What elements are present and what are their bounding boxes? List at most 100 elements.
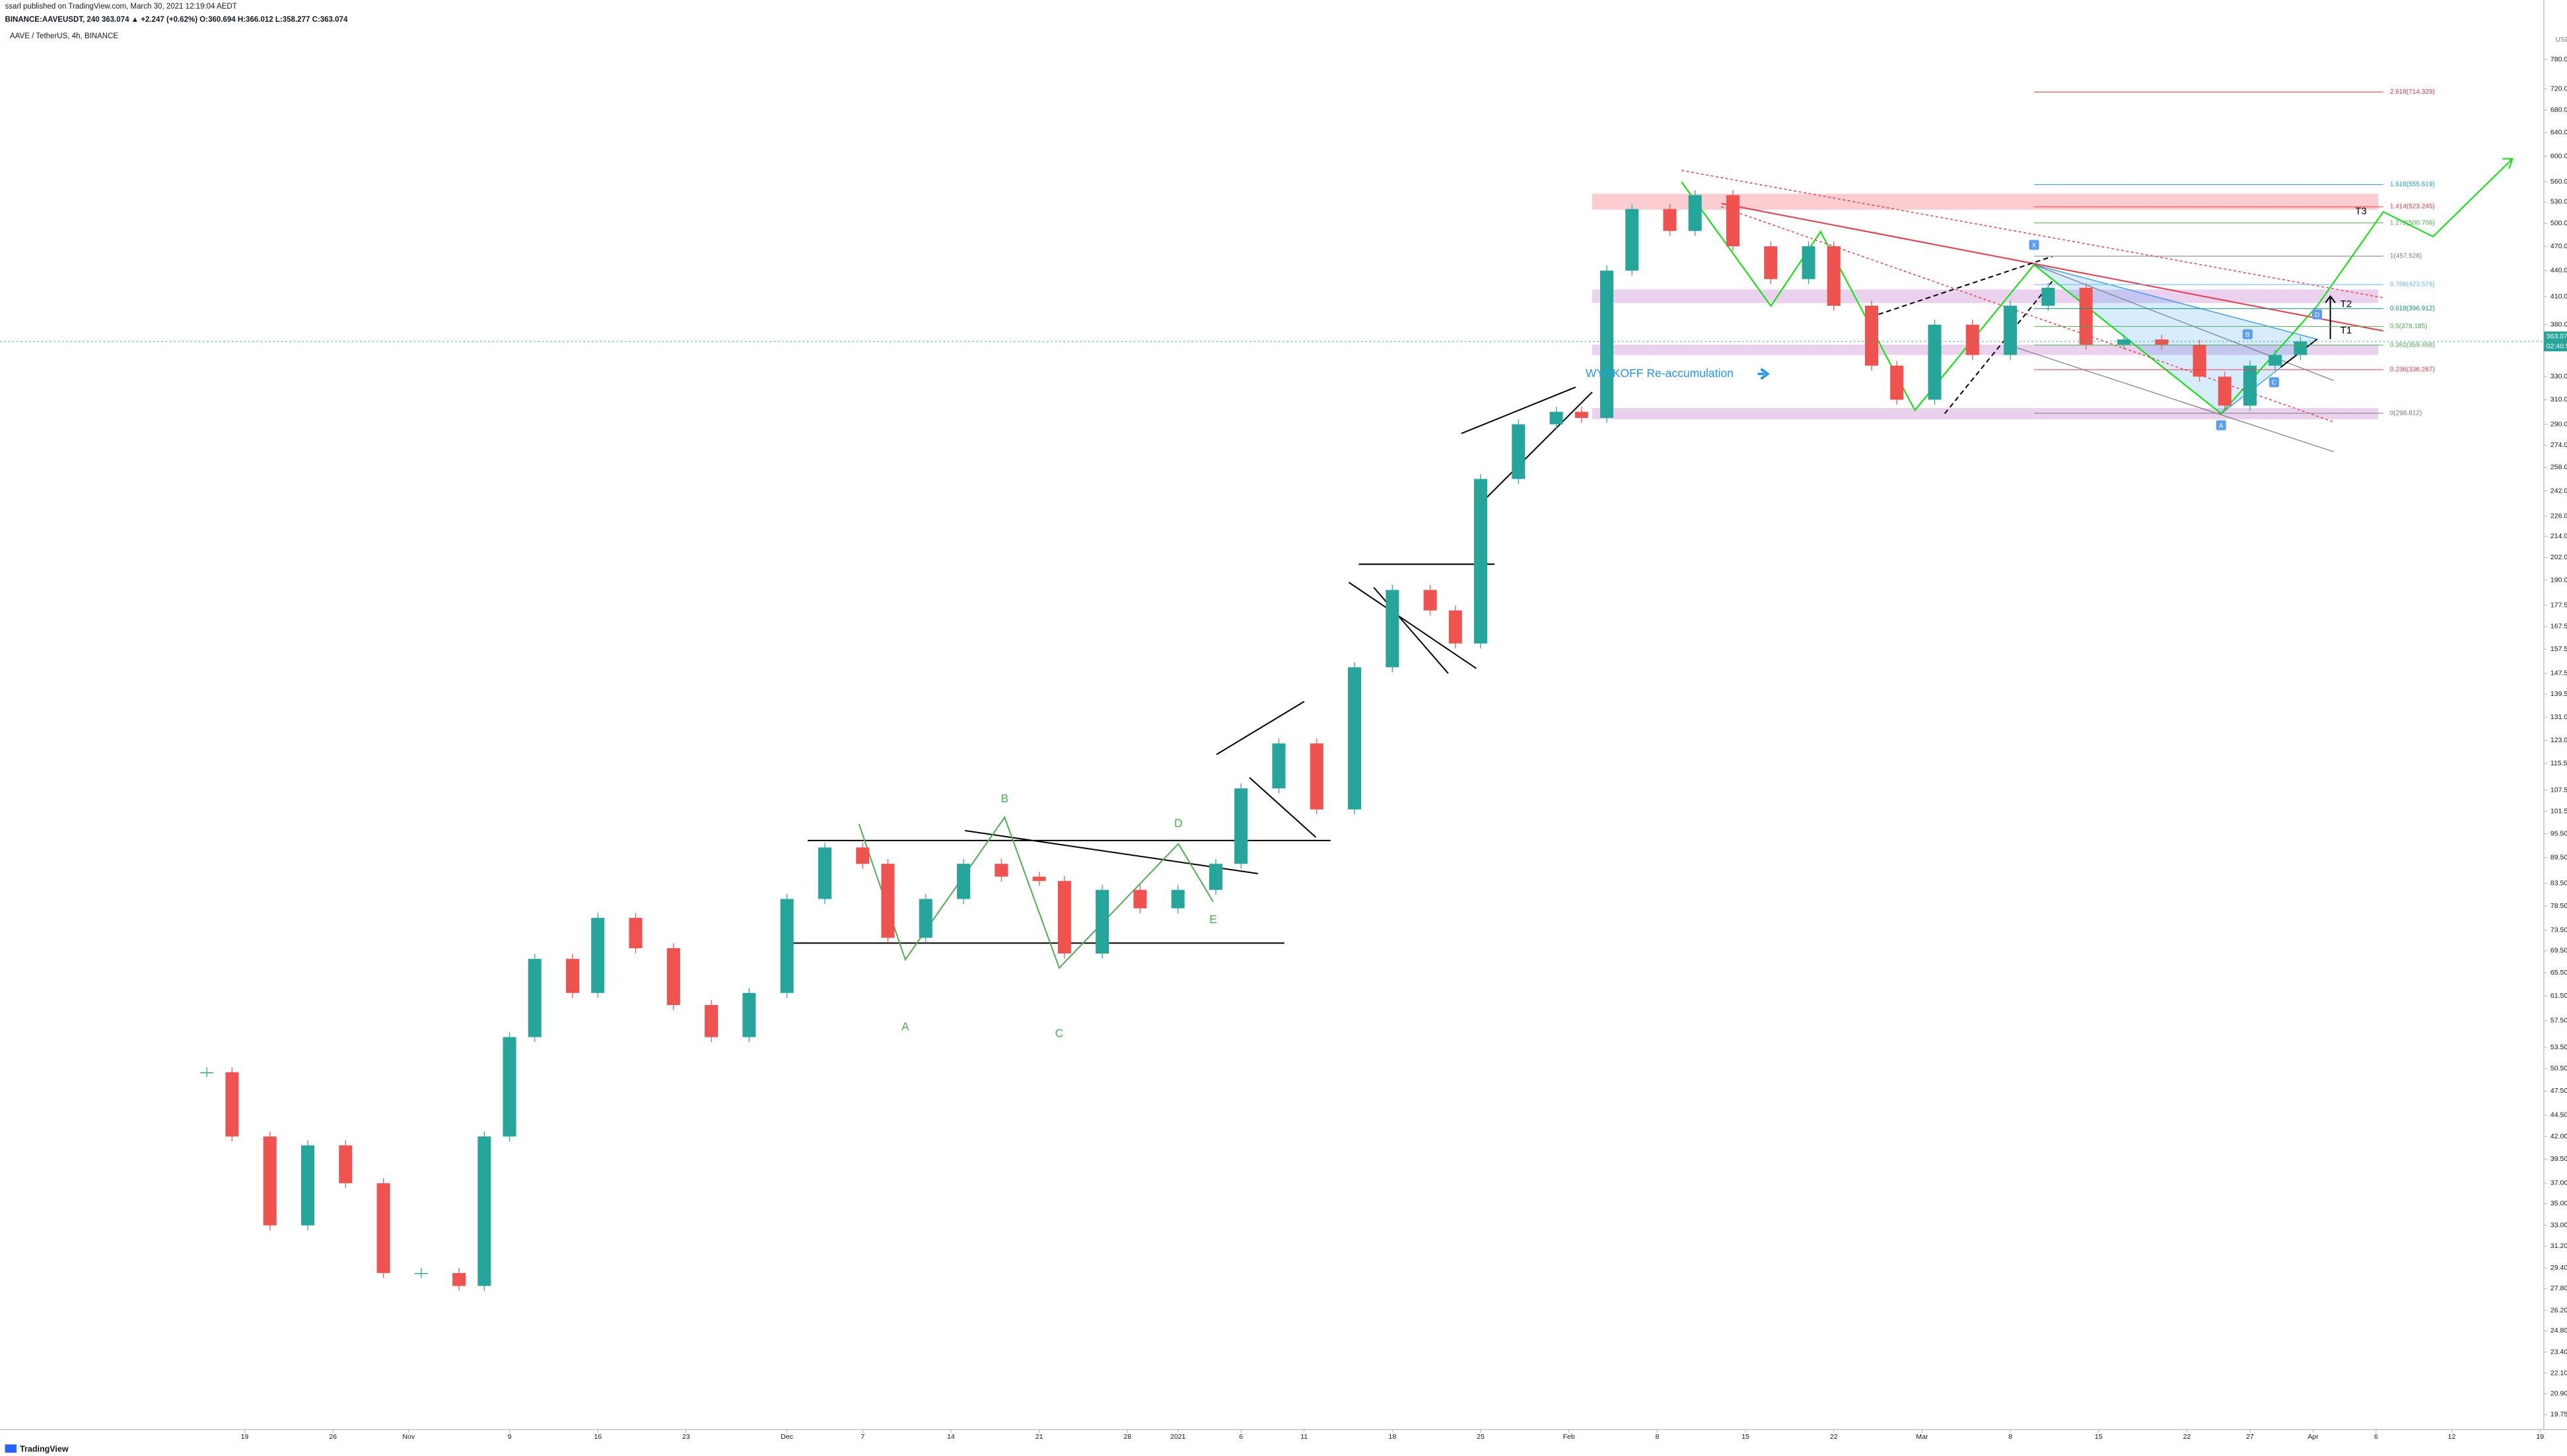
candle xyxy=(2294,341,2307,355)
x-tick-label: 28 xyxy=(1123,1433,1131,1441)
y-tick-label: 27.800 xyxy=(2550,1284,2567,1292)
y-tick-label: 115.500 xyxy=(2550,759,2567,767)
candle xyxy=(1890,365,1904,400)
candle xyxy=(225,1072,239,1137)
y-tick-label: 101.500 xyxy=(2550,807,2567,815)
y-tick-label: 380.000 xyxy=(2550,320,2567,328)
candle xyxy=(919,899,932,938)
x-tick-label: 18 xyxy=(1388,1433,1396,1441)
y-tick-label: 560.000 xyxy=(2550,178,2567,186)
y-tick-label: 147.500 xyxy=(2550,670,2567,677)
candle xyxy=(1133,889,1147,909)
candle xyxy=(742,992,756,1037)
y-tick-label: 274.000 xyxy=(2550,441,2567,449)
y-tick-label: 640.000 xyxy=(2550,128,2567,136)
brand-logo xyxy=(5,1444,17,1453)
y-tick-label: 57.500 xyxy=(2550,1017,2567,1025)
y-tick-label: 310.000 xyxy=(2550,396,2567,403)
y-tick-label: 35.000 xyxy=(2550,1200,2567,1208)
candle xyxy=(1574,411,1588,418)
candle xyxy=(1764,246,1778,279)
y-tick-label: 37.000 xyxy=(2550,1179,2567,1187)
candle xyxy=(1965,324,1979,355)
zone xyxy=(1592,193,2379,210)
candle xyxy=(1688,195,1702,231)
candle xyxy=(666,948,680,1006)
y-tick-label: 470.000 xyxy=(2550,242,2567,250)
candle xyxy=(2117,339,2131,345)
candle xyxy=(528,959,542,1037)
y-tick-label: 50.500 xyxy=(2550,1064,2567,1072)
symbol-line: BINANCE:AAVEUSDT, 240 363.074 ▲ +2.247 (… xyxy=(5,16,348,24)
candle xyxy=(1171,889,1185,909)
x-tick-label: Mar xyxy=(1916,1433,1928,1441)
candle xyxy=(1423,590,1437,611)
y-tick-label: 290.000 xyxy=(2550,420,2567,428)
x-tick-label: 19 xyxy=(2536,1433,2544,1441)
candle xyxy=(376,1183,390,1273)
y-tick-label: 24.800 xyxy=(2550,1327,2567,1335)
x-tick-label: 9 xyxy=(508,1433,512,1441)
wyckoff-arrow xyxy=(1757,368,1770,380)
candle xyxy=(565,959,580,993)
y-tick-label: 73.500 xyxy=(2550,926,2567,934)
y-tick-label: 242.000 xyxy=(2550,487,2567,495)
candle xyxy=(1625,209,1639,271)
candle xyxy=(1448,610,1462,644)
y-tick-label: 53.500 xyxy=(2550,1043,2567,1051)
y-tick-label: 600.000 xyxy=(2550,152,2567,160)
y-tick-label: 107.500 xyxy=(2550,786,2567,794)
candle xyxy=(1348,667,1362,810)
x-tick-label: 23 xyxy=(682,1433,690,1441)
y-tick-label: 139.500 xyxy=(2550,690,2567,698)
x-tick-label: 8 xyxy=(2008,1433,2012,1441)
last-price-box xyxy=(2543,331,2567,352)
target-label: T3 xyxy=(2355,206,2367,217)
zones xyxy=(1592,193,2379,419)
zone xyxy=(1592,344,2379,355)
fib-label: 0.618(396.912) xyxy=(2390,305,2435,312)
candle xyxy=(705,1005,719,1037)
point-label: B xyxy=(2245,331,2250,339)
point-badge xyxy=(2312,309,2323,320)
pane-title: AAVE / TetherUS, 4h, BINANCE xyxy=(10,32,118,40)
pattern-label: A xyxy=(901,1020,909,1033)
y-tick-label: 157.500 xyxy=(2550,645,2567,653)
y-tick-label: 190.000 xyxy=(2550,576,2567,584)
candle xyxy=(1802,246,1815,279)
y-tick-label: 65.500 xyxy=(2550,969,2567,977)
candle xyxy=(2079,287,2093,345)
candle xyxy=(818,847,831,899)
candle xyxy=(856,847,870,864)
candle xyxy=(1600,270,1614,418)
zone xyxy=(1592,408,2379,419)
y-tick-label: 226.000 xyxy=(2550,512,2567,520)
candle xyxy=(2243,365,2257,406)
candle xyxy=(1865,306,1879,366)
point-badge xyxy=(2216,420,2226,431)
y-tick-label: 47.500 xyxy=(2550,1087,2567,1095)
fib-label: 0.382(359.458) xyxy=(2390,341,2435,349)
dotted-lines xyxy=(1681,170,2383,423)
point-label: D xyxy=(2315,312,2319,319)
x-tick-label: 2021 xyxy=(1170,1433,1186,1441)
y-tick-label: 680.000 xyxy=(2550,106,2567,114)
point-label: C xyxy=(2272,380,2276,387)
candle xyxy=(1549,411,1563,425)
fib-label: 2.618(714.329) xyxy=(2390,88,2435,96)
candle xyxy=(1512,424,1526,479)
candle xyxy=(2004,306,2018,355)
candle xyxy=(1310,743,1323,810)
y-tick-label: 131.000 xyxy=(2550,713,2567,721)
pattern-label: B xyxy=(1001,792,1008,805)
candle xyxy=(2218,376,2232,406)
pattern-label: E xyxy=(1209,913,1217,926)
y-tick-label: 26.200 xyxy=(2550,1306,2567,1314)
last-price-label: 363.074 xyxy=(2547,332,2567,340)
candle xyxy=(591,918,605,993)
fib-label: 1.618(555.619) xyxy=(2390,181,2435,188)
x-tick-label: Apr xyxy=(2307,1433,2319,1441)
fib-label: 0.5(378.185) xyxy=(2390,323,2428,330)
target-label: T2 xyxy=(2340,298,2352,310)
